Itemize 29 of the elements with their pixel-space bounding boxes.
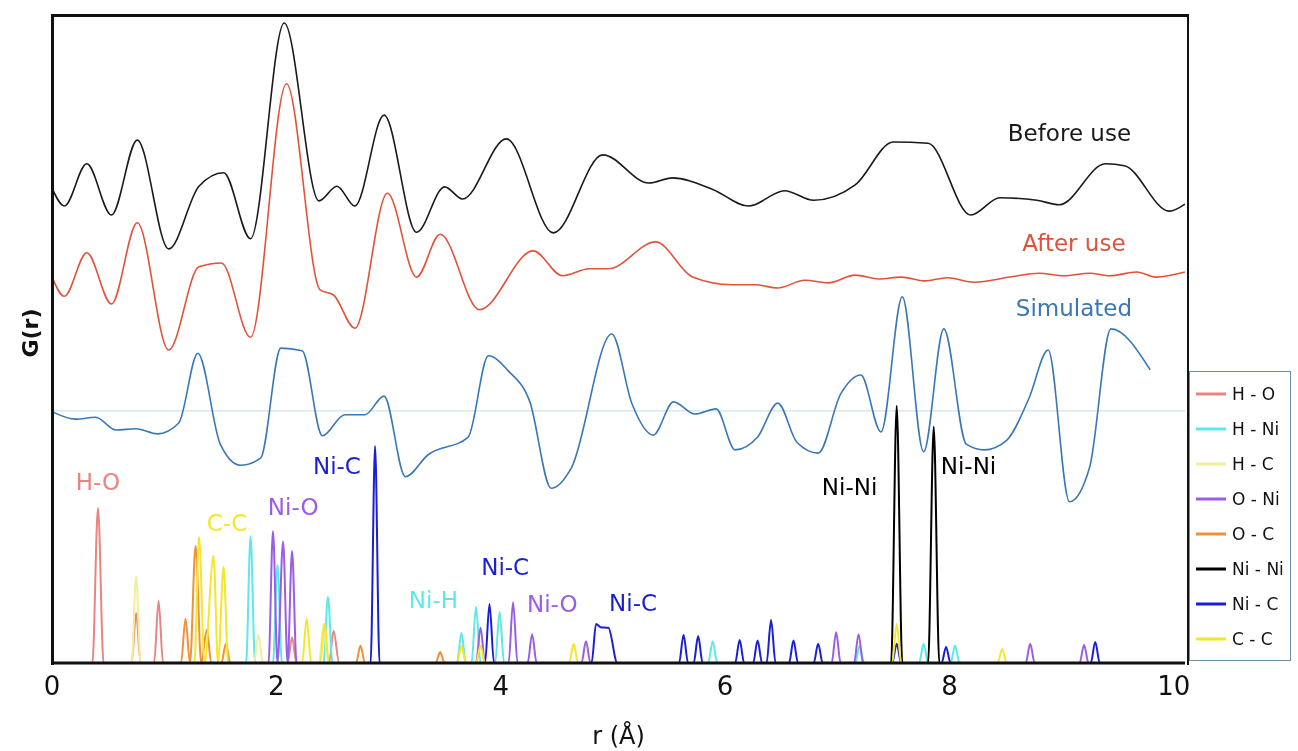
x-tick-label: 2 <box>268 671 285 702</box>
legend-label: C - C <box>1232 628 1273 649</box>
annotation: Ni-O <box>267 494 319 521</box>
annotation: Simulated <box>1015 294 1133 321</box>
annotation: Ni-H <box>408 587 459 614</box>
annotation: Ni-C <box>481 554 530 581</box>
y-axis-title: G(r) <box>17 308 43 358</box>
legend-label: Ni - Ni <box>1232 558 1284 579</box>
legend-label: H - O <box>1232 383 1276 404</box>
legend-label: O - C <box>1232 523 1275 544</box>
legend-label: O - Ni <box>1232 488 1280 509</box>
annotation: Ni-C <box>312 453 361 480</box>
legend-label: H - Ni <box>1232 418 1280 439</box>
x-axis-title: r (Å) <box>592 721 645 750</box>
x-tick-label: 4 <box>492 671 509 702</box>
x-tick-label: 10 <box>1157 671 1191 702</box>
x-tick-label: 0 <box>43 671 61 702</box>
legend-label: H - C <box>1232 453 1274 474</box>
annotation: After use <box>1022 230 1126 257</box>
annotation: Ni-Ni <box>821 474 878 501</box>
x-tick-label: 6 <box>716 671 734 702</box>
annotation: Ni-O <box>526 591 578 618</box>
annotation: Ni-Ni <box>940 453 997 480</box>
annotation: H-O <box>75 469 121 496</box>
annotation: Before use <box>1007 120 1132 147</box>
x-tick-label: 8 <box>941 671 958 702</box>
annotation: Ni-C <box>609 590 658 617</box>
legend-label: Ni - C <box>1232 593 1279 614</box>
annotation: C-C <box>206 510 248 537</box>
